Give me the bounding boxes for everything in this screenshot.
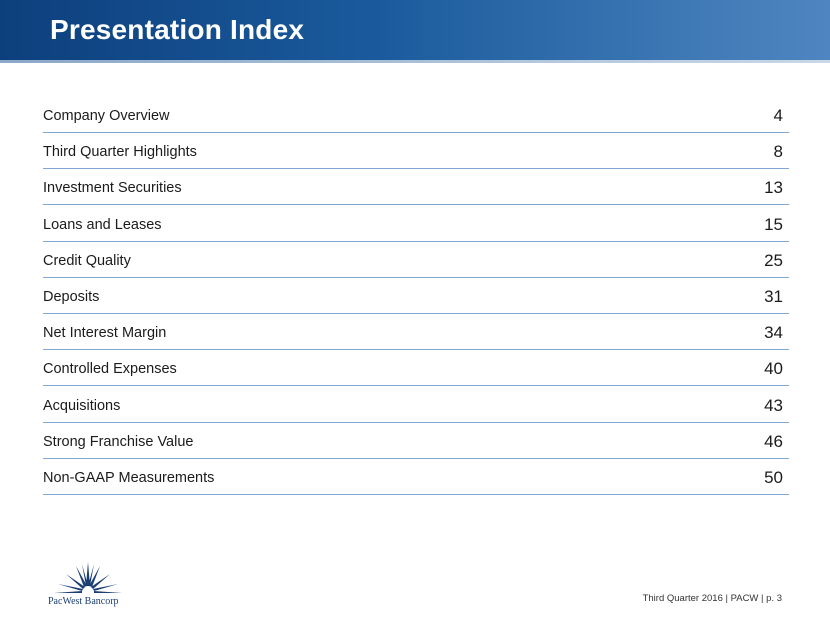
index-row-label: Acquisitions <box>43 397 121 414</box>
index-row-label: Loans and Leases <box>43 216 162 233</box>
index-row-page: 25 <box>764 250 783 270</box>
index-row-page: 31 <box>764 286 783 306</box>
index-row-label: Investment Securities <box>43 180 182 197</box>
page-title: Presentation Index <box>50 14 305 45</box>
index-row[interactable]: Loans and Leases 15 <box>43 206 789 242</box>
presentation-index: Company Overview 4 Third Quarter Highlig… <box>43 97 789 495</box>
index-row[interactable]: Strong Franchise Value 46 <box>43 423 789 459</box>
index-row[interactable]: Deposits 31 <box>43 278 789 314</box>
index-row-page: 43 <box>764 395 783 415</box>
index-row[interactable]: Third Quarter Highlights 8 <box>43 133 789 170</box>
index-row[interactable]: Controlled Expenses 40 <box>43 350 789 387</box>
index-row-page: 40 <box>764 359 783 379</box>
index-row-label: Non-GAAP Measurements <box>43 469 215 486</box>
index-row-page: 15 <box>764 214 783 234</box>
index-row[interactable]: Credit Quality 25 <box>43 242 789 278</box>
header-bar: Presentation Index <box>0 0 830 60</box>
index-row[interactable]: Investment Securities 13 <box>43 169 789 206</box>
index-row[interactable]: Company Overview 4 <box>43 97 789 133</box>
index-row-page: 34 <box>764 323 783 343</box>
index-row-label: Company Overview <box>43 108 170 124</box>
index-row-label: Strong Franchise Value <box>43 433 194 450</box>
index-row-page: 4 <box>773 106 783 125</box>
starburst-logo-icon <box>54 562 122 593</box>
index-row[interactable]: Non-GAAP Measurements 50 <box>43 459 789 495</box>
index-row-label: Third Quarter Highlights <box>43 144 197 161</box>
logo-wordmark: PacWest Bancorp <box>48 596 119 607</box>
index-row[interactable]: Acquisitions 43 <box>43 387 789 423</box>
index-row-label: Controlled Expenses <box>43 361 177 378</box>
index-row[interactable]: Net Interest Margin 34 <box>43 314 789 351</box>
index-row-page: 50 <box>764 467 783 487</box>
index-row-page: 46 <box>764 431 783 451</box>
index-row-label: Deposits <box>43 288 100 305</box>
index-row-page: 8 <box>773 142 783 162</box>
index-row-page: 13 <box>764 178 783 198</box>
header-divider <box>0 60 830 63</box>
index-row-label: Credit Quality <box>43 252 131 269</box>
index-row-label: Net Interest Margin <box>43 325 167 342</box>
footer-caption: Third Quarter 2016 | PACW | p. 3 <box>642 593 782 604</box>
